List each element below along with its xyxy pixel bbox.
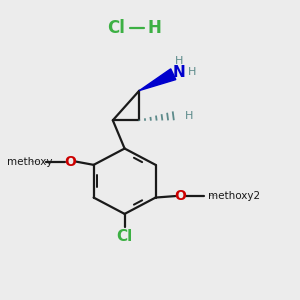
Text: methoxy: methoxy [34, 161, 41, 163]
Text: O: O [64, 155, 76, 170]
Text: Cl: Cl [116, 229, 133, 244]
Text: methoxy2: methoxy2 [209, 195, 217, 196]
Text: methoxy: methoxy [31, 161, 37, 163]
Text: O: O [175, 189, 187, 203]
Text: methoxy2: methoxy2 [208, 191, 260, 201]
Text: N: N [173, 64, 185, 80]
Text: H: H [188, 67, 196, 77]
Text: H: H [175, 56, 183, 66]
Text: Cl: Cl [107, 19, 125, 37]
Text: H: H [147, 19, 161, 37]
Polygon shape [139, 69, 176, 91]
Text: methoxy: methoxy [7, 158, 52, 167]
Text: H: H [185, 111, 193, 121]
